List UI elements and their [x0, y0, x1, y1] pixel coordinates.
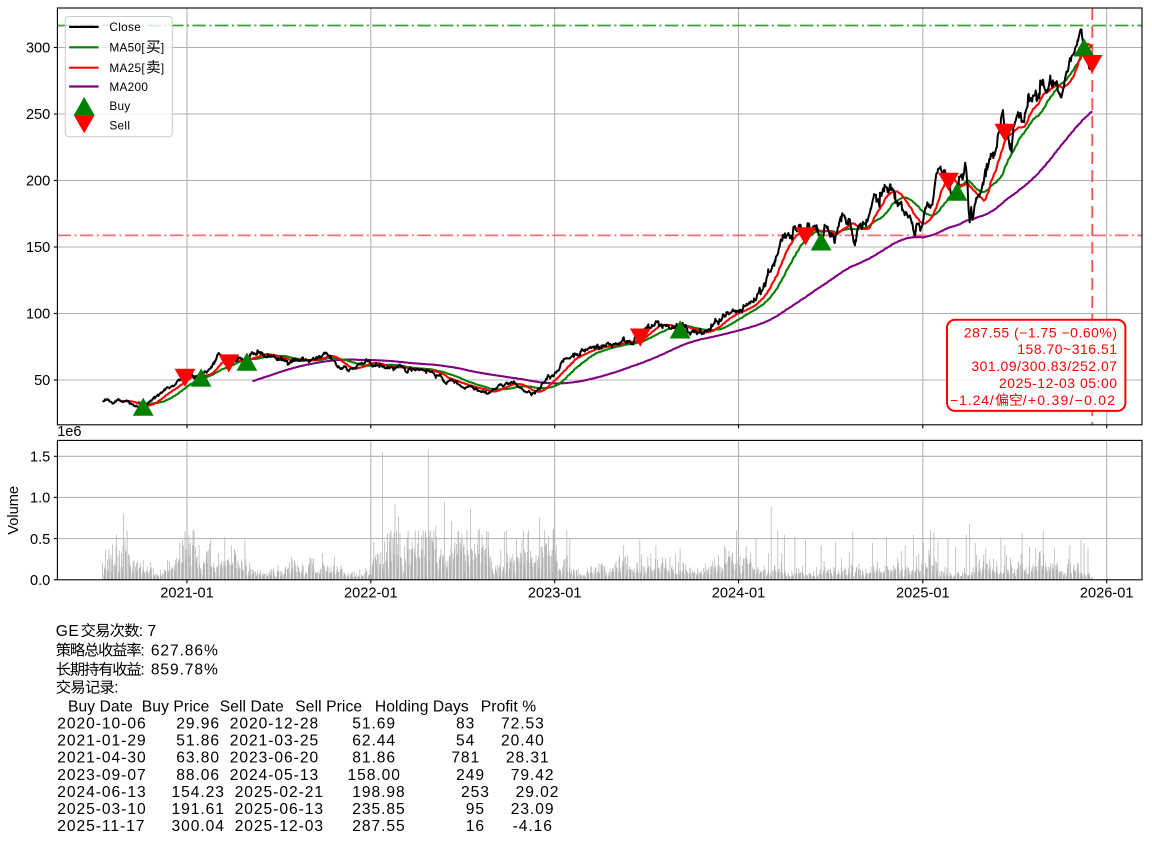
svg-text:63.80: 63.80: [176, 750, 220, 767]
svg-text:287.55 (−1.75 −0.60%): 287.55 (−1.75 −0.60%): [964, 324, 1118, 340]
svg-text:]: ]: [161, 61, 165, 75]
svg-text:198.98: 198.98: [352, 784, 405, 801]
svg-text:29.96: 29.96: [176, 716, 220, 733]
svg-text::: :: [114, 680, 118, 697]
svg-text:Buy Date: Buy Date: [68, 699, 133, 716]
svg-text:23.09: 23.09: [511, 801, 555, 818]
svg-text:2023-06-20: 2023-06-20: [230, 750, 319, 767]
svg-text:2025-03-10: 2025-03-10: [57, 801, 146, 818]
svg-text:2021-01: 2021-01: [160, 585, 214, 601]
svg-text:: 7: : 7: [139, 623, 156, 640]
svg-text:2024-01: 2024-01: [712, 585, 766, 601]
svg-text:79.42: 79.42: [511, 767, 555, 784]
svg-text:81.86: 81.86: [352, 750, 396, 767]
svg-text:50: 50: [34, 373, 50, 389]
svg-text:158.00: 158.00: [347, 767, 400, 784]
svg-text:Buy: Buy: [109, 99, 130, 113]
svg-text:88.06: 88.06: [176, 767, 220, 784]
svg-text:62.44: 62.44: [352, 733, 396, 750]
svg-text:191.61: 191.61: [171, 801, 224, 818]
svg-text:100: 100: [26, 307, 50, 323]
svg-text:2022-01: 2022-01: [344, 585, 398, 601]
svg-text:2025-12-03: 2025-12-03: [235, 818, 324, 835]
svg-text:300: 300: [26, 41, 50, 57]
svg-text:MA50[: MA50[: [109, 41, 145, 55]
svg-text:150: 150: [26, 240, 50, 256]
svg-text:16: 16: [466, 818, 485, 835]
svg-text:Sell Price: Sell Price: [295, 699, 362, 716]
svg-text:Buy Price: Buy Price: [142, 699, 210, 716]
svg-text:95: 95: [466, 801, 485, 818]
svg-text:235.85: 235.85: [352, 801, 405, 818]
svg-text:301.09/300.83/252.07: 301.09/300.83/252.07: [971, 358, 1117, 374]
svg-text:-4.16: -4.16: [513, 818, 553, 835]
svg-text:Holding Days: Holding Days: [375, 699, 469, 716]
svg-text:300.04: 300.04: [171, 818, 224, 835]
svg-text:51.69: 51.69: [352, 716, 396, 733]
svg-text:51.86: 51.86: [176, 733, 220, 750]
svg-text:: 627.86%: : 627.86%: [140, 642, 218, 659]
svg-text:MA25[: MA25[: [109, 61, 145, 75]
svg-text:249: 249: [456, 767, 485, 784]
svg-text:20.40: 20.40: [501, 733, 545, 750]
svg-text:2021-03-25: 2021-03-25: [230, 733, 319, 750]
svg-text:2023-01: 2023-01: [528, 585, 582, 601]
svg-text:1e6: 1e6: [57, 424, 81, 440]
svg-text:154.23: 154.23: [171, 784, 224, 801]
svg-text:2025-01: 2025-01: [896, 585, 950, 601]
svg-text:: 859.78%: : 859.78%: [140, 662, 218, 679]
svg-text:287.55: 287.55: [352, 818, 405, 835]
svg-text:]: ]: [161, 41, 165, 55]
svg-text:2026-01: 2026-01: [1080, 585, 1134, 601]
svg-text:29.02: 29.02: [516, 784, 560, 801]
svg-text:2020-12-28: 2020-12-28: [230, 716, 319, 733]
svg-text:83: 83: [456, 716, 475, 733]
svg-text:2024-06-13: 2024-06-13: [57, 784, 146, 801]
svg-text:2021-04-30: 2021-04-30: [57, 750, 146, 767]
svg-text:Sell Date: Sell Date: [220, 699, 284, 716]
svg-text:72.53: 72.53: [501, 716, 545, 733]
svg-text:2025-02-21: 2025-02-21: [235, 784, 324, 801]
svg-text:MA200: MA200: [109, 80, 148, 94]
svg-text:250: 250: [26, 107, 50, 123]
svg-text:/+0.39/−0.02: /+0.39/−0.02: [1023, 392, 1117, 408]
svg-text:2020-10-06: 2020-10-06: [57, 716, 146, 733]
svg-text:200: 200: [26, 174, 50, 190]
svg-text:0.5: 0.5: [30, 532, 50, 548]
svg-text:Volume: Volume: [6, 486, 22, 535]
svg-text:0.0: 0.0: [30, 573, 50, 589]
svg-text:158.70~316.51: 158.70~316.51: [1017, 341, 1117, 357]
svg-text:2023-09-07: 2023-09-07: [57, 767, 146, 784]
svg-text:2025-06-13: 2025-06-13: [235, 801, 324, 818]
svg-text:Profit %: Profit %: [481, 699, 536, 716]
svg-text:781: 781: [451, 750, 480, 767]
svg-text:−1.24/: −1.24/: [950, 392, 994, 408]
svg-text:1.5: 1.5: [30, 450, 50, 466]
svg-text:1.0: 1.0: [30, 491, 50, 507]
svg-text:28.31: 28.31: [506, 750, 550, 767]
svg-text:Sell: Sell: [109, 118, 130, 132]
svg-text:2025-11-17: 2025-11-17: [57, 818, 145, 835]
svg-text:2024-05-13: 2024-05-13: [230, 767, 319, 784]
svg-text:GE: GE: [56, 623, 79, 640]
svg-text:2021-01-29: 2021-01-29: [57, 733, 146, 750]
svg-text:253: 253: [461, 784, 490, 801]
svg-text:Close: Close: [109, 20, 141, 34]
svg-text:2025-12-03 05:00: 2025-12-03 05:00: [999, 375, 1117, 391]
svg-text:54: 54: [456, 733, 475, 750]
